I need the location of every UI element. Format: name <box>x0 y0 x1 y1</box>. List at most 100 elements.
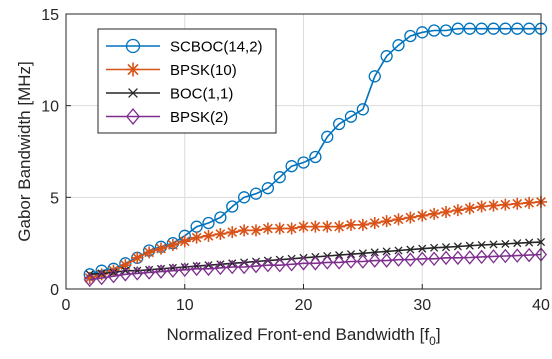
data-point-asterisk <box>143 246 156 259</box>
data-point-circle <box>309 150 322 164</box>
data-point-asterisk <box>368 217 381 229</box>
data-point-asterisk <box>261 222 274 235</box>
data-point-diamond <box>475 249 488 265</box>
data-point-diamond <box>297 256 310 271</box>
data-point-diamond <box>107 268 120 284</box>
data-point-diamond <box>261 257 274 273</box>
data-point-diamond <box>131 266 144 281</box>
axis-ticks: 0 10 20 30 40 0 5 10 15 <box>41 7 550 314</box>
data-point-asterisk <box>190 231 203 244</box>
data-point-diamond <box>416 251 429 267</box>
data-point-diamond <box>511 248 524 263</box>
data-point-asterisk <box>250 224 262 237</box>
data-point-diamond <box>309 256 322 271</box>
y-tick-label: 5 <box>50 190 59 207</box>
data-point-asterisk <box>356 218 369 231</box>
data-point-circle <box>125 38 141 54</box>
data-point-diamond <box>249 258 263 274</box>
y-tick-label: 0 <box>50 282 59 299</box>
data-point-asterisk <box>475 200 488 213</box>
data-point-circle <box>202 216 215 230</box>
data-point-x <box>501 239 510 248</box>
data-point-asterisk <box>499 198 512 211</box>
data-point-diamond <box>487 249 500 264</box>
data-point-circle <box>522 22 536 35</box>
data-point-diamond <box>143 265 156 280</box>
legend-entry: BPSK(2) <box>106 108 228 126</box>
data-point-diamond <box>178 262 191 278</box>
plot-area <box>83 22 548 288</box>
data-point-diamond <box>380 253 393 268</box>
data-point-asterisk <box>131 251 144 264</box>
data-point-circle <box>499 22 512 35</box>
data-point-x <box>346 250 356 259</box>
data-point-circle <box>249 187 263 200</box>
data-point-asterisk <box>487 199 500 212</box>
data-point-asterisk <box>297 220 310 233</box>
data-point-asterisk <box>285 222 298 235</box>
data-point-x <box>204 261 213 270</box>
x-tick-label: 0 <box>62 297 71 314</box>
data-point-circle <box>214 211 227 224</box>
data-point-circle <box>475 22 488 35</box>
legend-label: BOC(1,1) <box>170 86 233 103</box>
x-tick-label: 10 <box>176 297 194 314</box>
legend: SCBOC(14,2) BPSK(10) BOC(1,1) BPSK(2) <box>97 28 277 134</box>
data-point-x <box>370 248 379 257</box>
data-point-asterisk <box>83 272 96 284</box>
data-point-x <box>382 247 391 256</box>
data-point-asterisk <box>404 211 417 224</box>
data-point-circle <box>368 70 381 83</box>
data-point-circle <box>380 50 393 63</box>
data-point-circle <box>427 24 441 37</box>
y-tick-label: 10 <box>41 99 59 116</box>
data-point-asterisk <box>333 220 346 233</box>
x-axis-label: Normalized Front-end Bandwidth [f0] <box>166 325 440 348</box>
data-point-diamond <box>125 108 141 125</box>
y-tick-label: 15 <box>41 7 59 24</box>
data-point-x <box>358 249 367 258</box>
data-point-diamond <box>190 261 203 277</box>
data-point-x <box>513 239 522 248</box>
data-point-diamond <box>238 259 251 275</box>
data-point-diamond <box>83 272 96 288</box>
data-point-circle <box>285 160 298 173</box>
data-point-x <box>251 257 261 266</box>
data-point-diamond <box>356 254 369 269</box>
data-point-x <box>97 269 106 278</box>
legend-label: SCBOC(14,2) <box>170 39 263 56</box>
data-point-x <box>465 241 474 250</box>
data-point-circle <box>297 156 310 169</box>
data-point-circle <box>321 130 334 143</box>
data-point-asterisk <box>166 239 179 251</box>
data-point-diamond <box>451 250 464 266</box>
legend-label: BPSK(2) <box>170 109 228 126</box>
data-point-asterisk <box>273 222 286 235</box>
data-point-circle <box>416 26 429 39</box>
data-point-diamond <box>463 250 476 265</box>
data-point-asterisk <box>126 62 140 77</box>
data-point-asterisk <box>416 209 429 222</box>
data-point-diamond <box>202 261 215 277</box>
data-point-diamond <box>333 255 346 270</box>
data-point-circle <box>356 103 370 116</box>
data-point-diamond <box>368 253 381 268</box>
data-point-diamond <box>499 248 512 264</box>
data-point-asterisk <box>451 204 464 217</box>
data-point-diamond <box>214 260 227 276</box>
data-point-x <box>441 243 451 252</box>
data-point-asterisk <box>380 215 393 228</box>
data-point-x <box>121 266 130 275</box>
data-point-x <box>109 268 118 277</box>
data-point-circle <box>439 24 453 37</box>
data-point-x <box>240 258 249 267</box>
data-point-circle <box>392 39 405 52</box>
data-point-asterisk <box>321 220 334 233</box>
legend-entry: BOC(1,1) <box>106 86 233 103</box>
legend-entry: BPSK(10) <box>106 62 237 79</box>
data-point-circle <box>237 191 251 204</box>
series-bpsk-2- <box>83 247 548 288</box>
data-point-asterisk <box>309 220 322 233</box>
data-point-asterisk <box>511 197 524 210</box>
data-point-circle <box>261 182 275 195</box>
